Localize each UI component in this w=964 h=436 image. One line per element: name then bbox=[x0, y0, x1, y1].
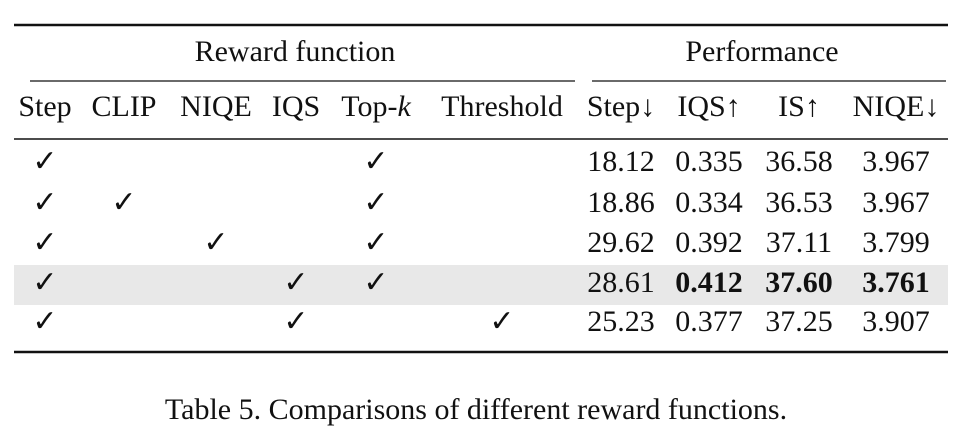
cell-value: 3.967 bbox=[862, 186, 930, 219]
column-header: IQS bbox=[272, 90, 320, 123]
column-header: CLIP bbox=[91, 90, 156, 123]
check-mark: ✓ bbox=[32, 266, 57, 299]
column-header: NIQE↓ bbox=[853, 90, 940, 123]
column-header: IS↑ bbox=[778, 90, 820, 123]
group-header: Performance bbox=[685, 35, 838, 68]
check-mark: ✓ bbox=[489, 305, 514, 338]
column-header: Step↓ bbox=[587, 90, 655, 123]
cell-value: 0.334 bbox=[675, 186, 743, 219]
cell-value: 28.61 bbox=[587, 266, 655, 299]
cell-value: 25.23 bbox=[587, 305, 655, 338]
cell-value: 37.25 bbox=[765, 305, 833, 338]
column-header: Threshold bbox=[441, 90, 563, 123]
cell-value: 0.335 bbox=[675, 145, 743, 178]
cell-value: 3.907 bbox=[862, 305, 930, 338]
cell-value: 18.12 bbox=[587, 145, 655, 178]
cell-value: 0.412 bbox=[675, 266, 743, 299]
check-mark: ✓ bbox=[32, 145, 57, 178]
cell-value: 3.967 bbox=[862, 145, 930, 178]
cell-value: 0.377 bbox=[675, 305, 743, 338]
group-header: Reward function bbox=[195, 35, 396, 68]
check-mark: ✓ bbox=[363, 186, 388, 219]
check-mark: ✓ bbox=[363, 266, 388, 299]
column-header: NIQE bbox=[180, 90, 252, 123]
cell-value: 37.11 bbox=[766, 226, 832, 259]
check-mark: ✓ bbox=[32, 305, 57, 338]
cell-value: 3.761 bbox=[862, 266, 930, 299]
check-mark: ✓ bbox=[32, 186, 57, 219]
check-mark: ✓ bbox=[32, 226, 57, 259]
check-mark: ✓ bbox=[283, 305, 308, 338]
row-highlight bbox=[14, 265, 948, 305]
cell-value: 3.799 bbox=[862, 226, 930, 259]
check-mark: ✓ bbox=[283, 266, 308, 299]
check-mark: ✓ bbox=[363, 226, 388, 259]
check-mark: ✓ bbox=[111, 186, 136, 219]
cell-value: 36.53 bbox=[765, 186, 833, 219]
cell-value: 18.86 bbox=[587, 186, 655, 219]
cell-value: 37.60 bbox=[765, 266, 833, 299]
check-mark: ✓ bbox=[363, 145, 388, 178]
column-header-part: Top- bbox=[341, 90, 397, 123]
column-header-part: k bbox=[397, 90, 411, 123]
caption: Table 5. Comparisons of different reward… bbox=[165, 393, 787, 426]
cell-value: 0.392 bbox=[675, 226, 743, 259]
cell-value: 29.62 bbox=[587, 226, 655, 259]
check-mark: ✓ bbox=[203, 226, 228, 259]
column-header: IQS↑ bbox=[677, 90, 740, 123]
column-header: Top-k bbox=[341, 90, 411, 123]
cell-value: 36.58 bbox=[765, 145, 833, 178]
column-header: Step bbox=[18, 90, 71, 123]
